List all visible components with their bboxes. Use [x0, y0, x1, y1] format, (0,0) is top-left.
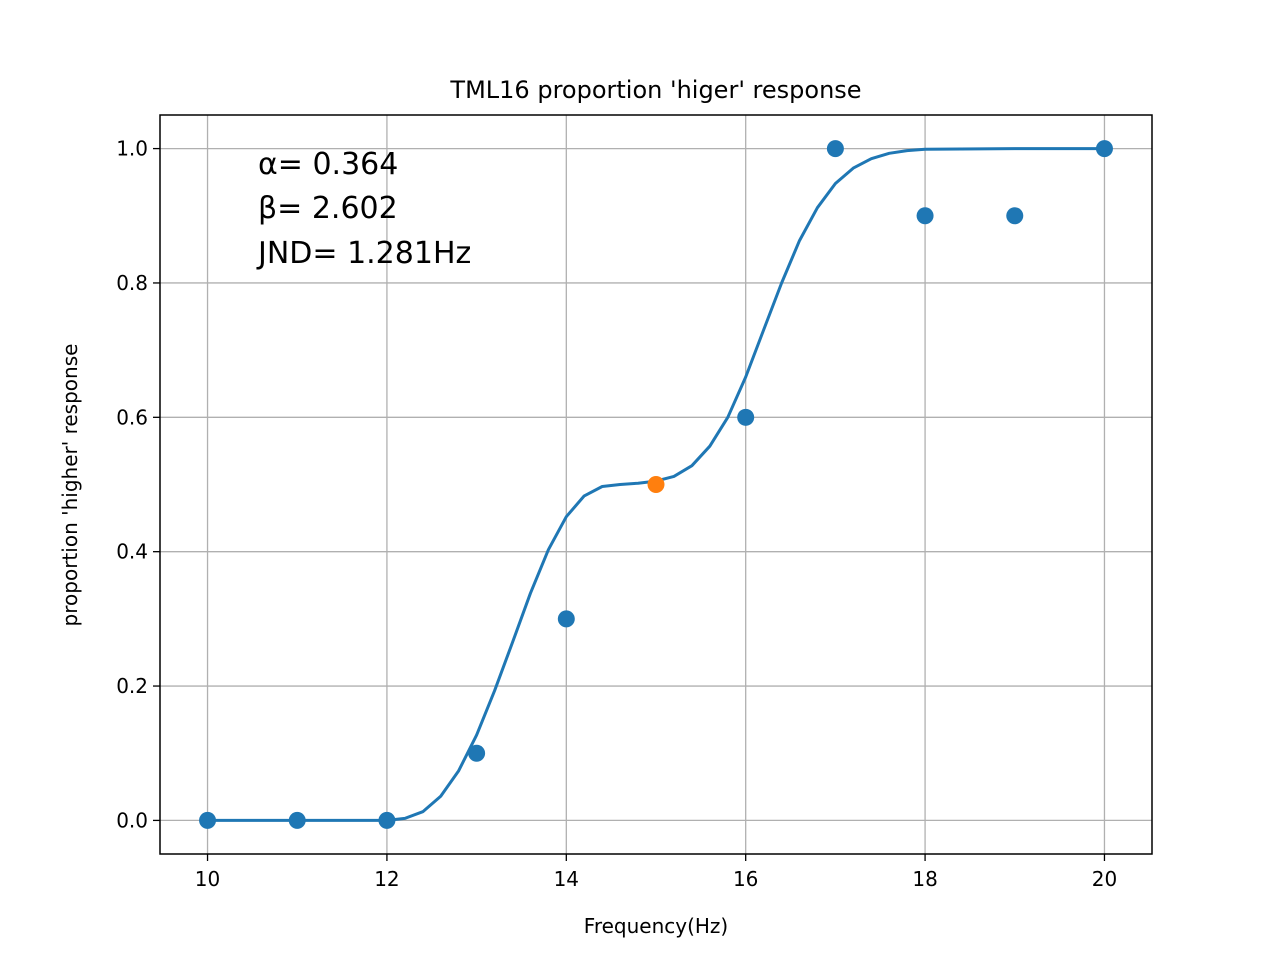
- data-point: [737, 408, 755, 426]
- plot-frame: [159, 114, 1153, 855]
- y-tick-label: 0.6: [116, 405, 148, 429]
- data-point: [826, 140, 844, 158]
- y-tick-label: 0.8: [116, 271, 148, 295]
- data-point: [468, 744, 486, 762]
- x-axis-title: Frequency(Hz): [584, 914, 728, 938]
- x-axis-ticks: 10 12 14 16 18 20: [195, 854, 1117, 891]
- x-tick-label: 14: [554, 867, 579, 891]
- data-point: [557, 610, 575, 628]
- data-point: [1006, 207, 1024, 225]
- annotation-jnd: JND= 1.281Hz: [256, 236, 471, 271]
- highlight-data-point: [647, 476, 665, 493]
- x-tick-label: 12: [374, 867, 399, 891]
- data-point: [1095, 140, 1113, 158]
- data-points-layer: [199, 140, 1113, 829]
- y-tick-label: 0.0: [116, 808, 148, 832]
- annotation-beta: β= 2.602: [258, 191, 398, 226]
- y-tick-label: 0.2: [116, 674, 148, 698]
- chart-title: TML16 proportion 'higer' response: [449, 76, 861, 104]
- data-point: [199, 811, 217, 829]
- y-tick-label: 0.4: [116, 540, 148, 564]
- y-axis-title: proportion 'higher' response: [58, 344, 82, 627]
- x-tick-label: 20: [1092, 867, 1117, 891]
- data-point: [288, 811, 306, 829]
- data-point: [378, 811, 396, 829]
- data-point: [916, 207, 934, 225]
- x-tick-label: 16: [733, 867, 758, 891]
- y-tick-label: 1.0: [116, 137, 148, 161]
- annotation-alpha: α= 0.364: [258, 147, 398, 182]
- x-tick-label: 18: [912, 867, 937, 891]
- y-axis-ticks: 0.0 0.2 0.4 0.6 0.8 1.0: [116, 137, 160, 832]
- grid: [160, 115, 1152, 854]
- x-tick-label: 10: [195, 867, 220, 891]
